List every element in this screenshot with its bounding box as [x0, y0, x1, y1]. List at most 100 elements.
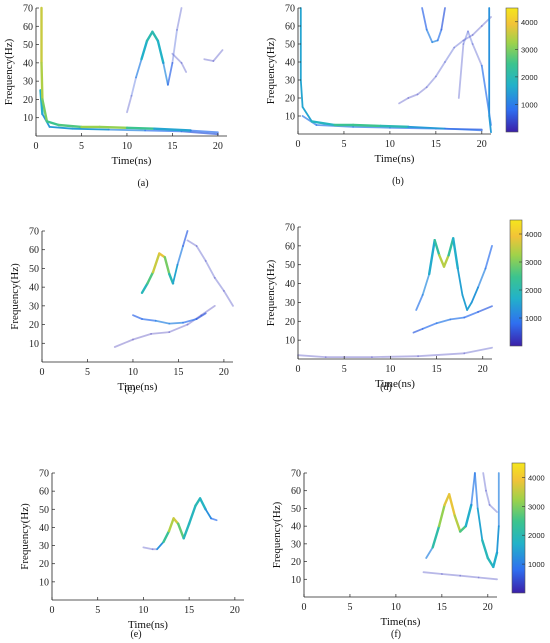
- ridge-segment: [41, 98, 49, 123]
- ridge-series-4: [186, 239, 234, 307]
- colorbar: 1000 2000 3000 4000: [511, 462, 545, 594]
- colorbar-tick-label: 1000: [528, 560, 545, 569]
- ridge-segment: [204, 508, 213, 520]
- y-tick-label: 70: [285, 4, 295, 15]
- x-tick-label: 0: [50, 605, 55, 616]
- ridge-segment: [484, 244, 493, 270]
- colorbar-tick-label: 3000: [525, 258, 542, 267]
- x-tick-label: 0: [296, 139, 301, 150]
- ridge-segment: [151, 252, 161, 274]
- y-tick-label: 10: [29, 339, 39, 350]
- chart-panel-c: 0 5 10 15 20 10 20 30 40 50 60 70 Time(ns) Frequency(…: [9, 227, 234, 395]
- ridge-segment: [186, 239, 198, 247]
- y-tick-label: 50: [29, 264, 39, 275]
- ridge-segment: [417, 352, 466, 358]
- ridge-segment: [488, 115, 492, 134]
- ridge-segment: [428, 238, 436, 276]
- y-tick-label: 70: [29, 227, 39, 238]
- ridge-series-3: [421, 7, 446, 44]
- x-tick-label: 5: [347, 602, 352, 613]
- colorbar-tick-label: 4000: [525, 230, 542, 239]
- ridge-segment: [142, 546, 154, 551]
- ridge-segment: [444, 46, 456, 63]
- x-tick-label: 5: [341, 139, 346, 150]
- ridge-segment: [462, 30, 469, 45]
- ridge-segment: [57, 123, 83, 129]
- ridge-segment: [437, 503, 446, 528]
- ridge-segment: [299, 79, 304, 108]
- y-axis-label: Frequency(Hz): [265, 259, 277, 326]
- ridge-segment: [152, 127, 192, 132]
- ridge-segment: [456, 267, 464, 296]
- ridge-segment: [459, 574, 480, 579]
- ridge-series-3: [297, 346, 493, 359]
- ridge-segment: [198, 497, 207, 511]
- ridge-segment: [195, 245, 207, 262]
- ridge-segment: [172, 263, 179, 285]
- y-tick-label: 50: [285, 260, 295, 271]
- ridge-segment: [351, 123, 382, 128]
- ridge-segment: [71, 127, 110, 131]
- ridge-segment: [471, 25, 483, 36]
- ridge-segment: [310, 120, 336, 127]
- ridge-segment: [433, 238, 441, 257]
- x-tick-label: 20: [478, 364, 488, 375]
- y-tick-label: 30: [285, 76, 295, 87]
- ridge-segment: [182, 318, 198, 324]
- ridge-segment: [187, 504, 197, 525]
- x-axis-label: Time(ns): [381, 616, 421, 628]
- x-axis-label: Time(ns): [128, 619, 168, 631]
- y-tick-label: 60: [29, 245, 39, 256]
- ridge-segment: [126, 94, 133, 114]
- ridge-segment: [212, 49, 224, 62]
- chart-panel-f: 0 5 10 15 20 10 20 30 40 50 60 70 Time(ns) Frequency(…: [271, 462, 545, 640]
- ridge-segment: [407, 125, 446, 130]
- y-tick-label: 60: [285, 22, 295, 33]
- ridge-segment: [448, 493, 456, 517]
- colorbar-tick-label: 3000: [521, 45, 538, 54]
- y-tick-label: 10: [23, 113, 33, 124]
- y-tick-label: 70: [285, 223, 295, 234]
- ridge-series-3: [126, 7, 183, 114]
- ridge-segment: [162, 529, 171, 544]
- ridge-series-2: [412, 305, 493, 334]
- x-tick-label: 5: [85, 367, 90, 378]
- ridge-segment: [457, 43, 465, 99]
- ridge-series-4: [482, 472, 498, 513]
- y-tick-label: 10: [291, 575, 301, 586]
- y-tick-label: 70: [291, 469, 301, 480]
- x-tick-label: 10: [385, 139, 395, 150]
- ridge-segment: [176, 522, 185, 540]
- ridge-segment: [39, 89, 44, 116]
- ridge-segment: [171, 28, 178, 64]
- ridge-segment: [189, 129, 219, 134]
- ridge-segment: [301, 115, 318, 126]
- ridge-segment: [470, 286, 480, 304]
- ridge-segment: [171, 52, 183, 64]
- ridge-segment: [416, 86, 428, 96]
- panel-caption: (a): [137, 178, 148, 189]
- x-tick-label: 10: [122, 141, 132, 152]
- ridge-segment: [130, 76, 137, 97]
- y-axis-label: Frequency(Hz): [19, 503, 31, 570]
- ridge-segment: [132, 332, 153, 341]
- colorbar-tick-label: 4000: [528, 473, 545, 482]
- ridge-segment: [213, 276, 225, 292]
- y-tick-label: 20: [23, 95, 33, 106]
- y-tick-label: 50: [39, 505, 49, 516]
- ridge-segment: [194, 497, 202, 507]
- y-tick-label: 50: [23, 40, 33, 51]
- x-axis-label: Time(ns): [375, 153, 415, 165]
- ridge-segment: [166, 62, 174, 86]
- ridge-segment: [167, 517, 175, 533]
- y-tick-label: 70: [23, 4, 33, 15]
- ridge-segment: [463, 346, 493, 355]
- y-tick-label: 20: [285, 317, 295, 328]
- x-tick-label: 20: [483, 602, 493, 613]
- y-tick-label: 60: [39, 487, 49, 498]
- panel-caption: (d): [380, 382, 392, 393]
- y-tick-label: 40: [39, 523, 49, 534]
- ridge-segment: [176, 7, 183, 31]
- ridge-segment: [459, 524, 467, 533]
